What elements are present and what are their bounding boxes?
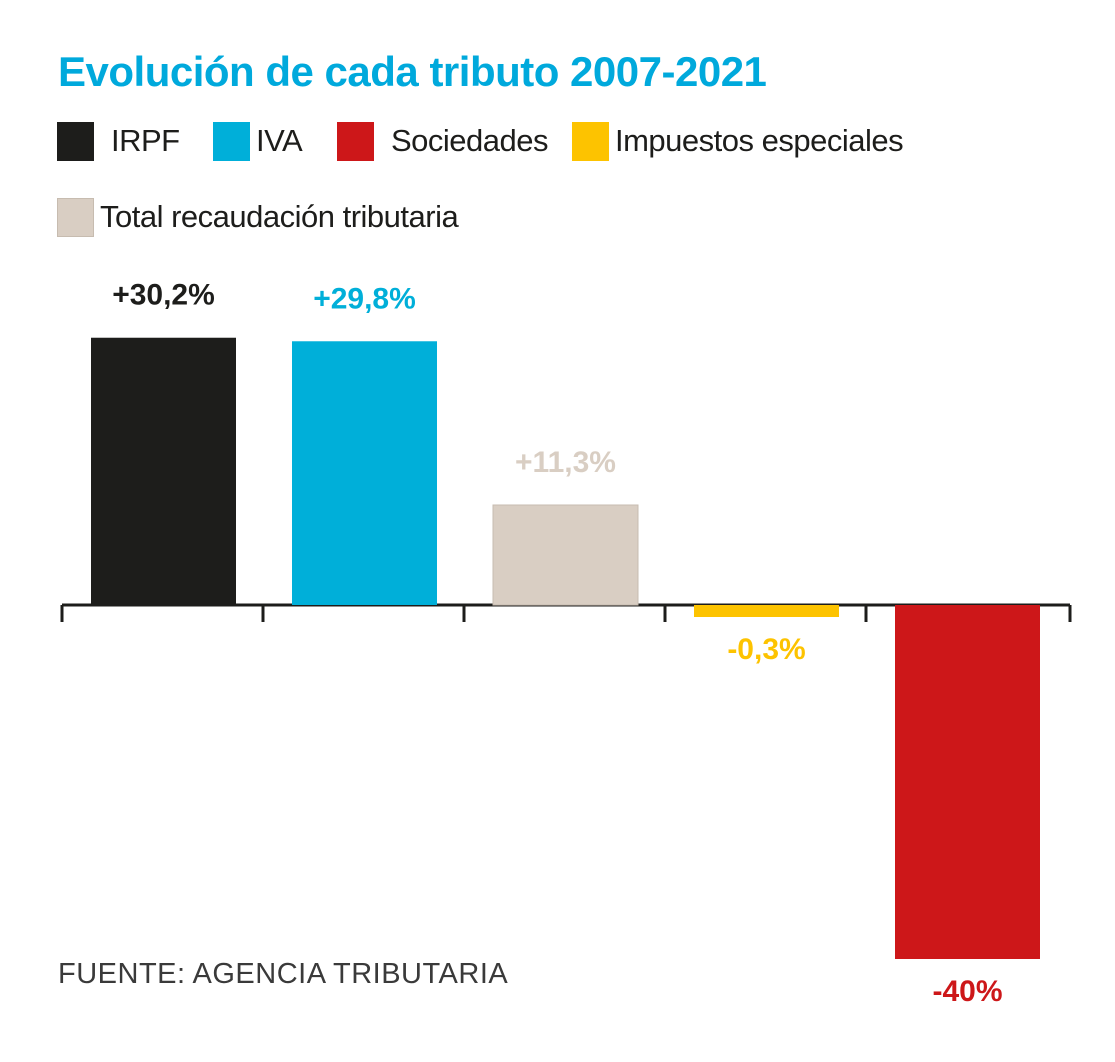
legend-swatch-sociedades bbox=[337, 121, 374, 161]
chart-title: Evolución de cada tributo 2007-2021 bbox=[58, 48, 767, 95]
data-label-iva: +29,8% bbox=[313, 282, 416, 315]
legend-item-irpf: IRPF bbox=[57, 121, 180, 161]
legend-swatch-irpf bbox=[57, 121, 94, 161]
legend-label-total: Total recaudación tributaria bbox=[100, 199, 459, 234]
source-note: FUENTE: AGENCIA TRIBUTARIA bbox=[58, 958, 509, 990]
legend-swatch-iva bbox=[213, 121, 250, 161]
legend-item-total: Total recaudación tributaria bbox=[57, 197, 459, 237]
legend-swatch-total bbox=[57, 197, 94, 237]
bar-sociedades bbox=[895, 605, 1040, 959]
legend-label-irpf: IRPF bbox=[111, 123, 180, 158]
bar-iva bbox=[292, 341, 437, 605]
data-label-total-recaudación-tributaria: +11,3% bbox=[515, 446, 616, 479]
legend-item-impuestos-especiales: Impuestos especiales bbox=[572, 121, 904, 161]
bar-irpf bbox=[91, 337, 236, 605]
legend-item-iva: IVA bbox=[213, 121, 303, 161]
legend-label-impuestos-especiales: Impuestos especiales bbox=[615, 123, 904, 158]
data-label-impuestos-especiales: -0,3% bbox=[727, 633, 805, 666]
data-label-irpf: +30,2% bbox=[112, 279, 215, 312]
legend-label-sociedades: Sociedades bbox=[391, 123, 549, 158]
bar-total-recaudación-tributaria bbox=[492, 504, 639, 606]
legend-swatch-impuestos-especiales bbox=[572, 121, 609, 161]
data-label-sociedades: -40% bbox=[932, 975, 1002, 1008]
bar-impuestos-especiales bbox=[694, 605, 839, 617]
legend-item-sociedades: Sociedades bbox=[337, 121, 549, 161]
legend-label-iva: IVA bbox=[256, 123, 303, 158]
